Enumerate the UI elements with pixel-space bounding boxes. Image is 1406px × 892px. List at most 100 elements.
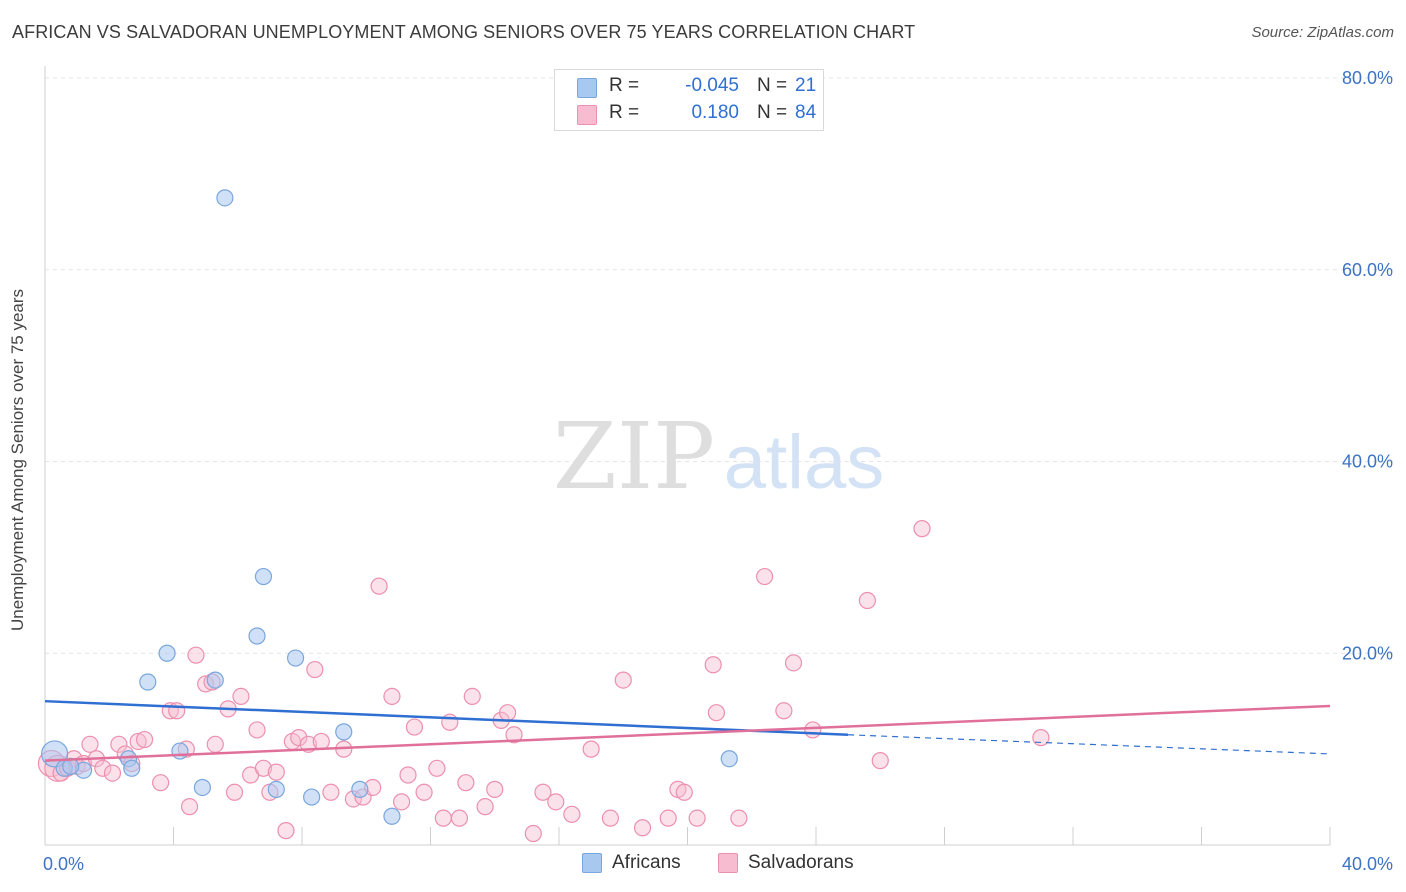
watermark-atlas: atlas: [724, 420, 885, 505]
salvadoran-point: [267, 763, 285, 781]
salvadoran-point: [415, 783, 433, 801]
african-point: [248, 627, 266, 645]
r-value: 0.180: [691, 102, 739, 123]
african-point: [193, 778, 212, 797]
source-label: Source: ZipAtlas.com: [1251, 24, 1394, 41]
african-point: [286, 649, 305, 667]
salvadoran-point: [1032, 729, 1050, 747]
r-label: R =: [609, 75, 640, 96]
tick-labels: 20.0% 40.0% 60.0% 80.0% 0.0% 40.0%: [43, 68, 1393, 874]
salvadoran-point: [383, 687, 401, 705]
african-point: [303, 788, 321, 806]
salvadoran-point: [659, 809, 677, 827]
salvadoran-point: [129, 732, 147, 751]
x-tick-label: 0.0%: [43, 854, 84, 874]
salvadoran-point: [322, 783, 340, 801]
salvadoran-point: [94, 759, 112, 777]
salvadoran-point: [688, 809, 706, 827]
r-value: -0.045: [685, 75, 739, 96]
salvadoran-point: [913, 520, 931, 538]
salvadoran-point: [775, 702, 793, 720]
salvadoran-point: [312, 732, 330, 751]
salvadoran-point: [457, 774, 475, 792]
salvadoran-point: [206, 735, 224, 753]
salvadoran-point: [110, 735, 128, 753]
n-label: N =: [757, 75, 788, 96]
african-point: [158, 644, 176, 662]
salvadoran-point: [405, 718, 424, 736]
salvadoran-point: [152, 774, 170, 792]
african-point: [351, 780, 369, 798]
salvadoran-point: [187, 646, 205, 664]
salvadoran-point: [704, 656, 722, 674]
watermark: ZIP atlas: [553, 403, 884, 510]
salvadoran-point: [614, 671, 632, 689]
y-axis-title: Unemployment Among Seniors over 75 years: [8, 288, 27, 632]
salvadoran-point: [248, 721, 266, 739]
salvadoran-point: [277, 822, 295, 840]
salvadoran-point: [225, 783, 244, 801]
salvadoran-point: [135, 730, 154, 749]
y-tick-label: 80.0%: [1342, 68, 1393, 88]
africans-legend-swatch: [582, 853, 602, 873]
salvadoran-point: [707, 704, 726, 722]
salvadoran-point: [804, 721, 822, 739]
salvadoran-point: [232, 687, 250, 705]
data-points: [37, 189, 1050, 843]
salvadoran-point: [563, 805, 581, 823]
grid-lines: [45, 77, 1395, 654]
watermark-zip: ZIP: [553, 403, 715, 510]
salvadoran-point: [392, 793, 411, 811]
salvadoran-point: [547, 793, 565, 811]
salvadorans-legend-swatch: [718, 853, 738, 873]
salvadoran-point: [582, 740, 600, 758]
salvadoran-point: [463, 687, 481, 705]
africans-trend-line: [44, 699, 849, 736]
salvadoran-point: [486, 780, 504, 798]
salvadoran-point: [370, 577, 388, 595]
salvadoran-point: [871, 752, 889, 770]
correlation-legend: R = -0.045 N = 21 R = 0.180 N = 84: [554, 69, 824, 131]
african-point: [335, 723, 353, 741]
x-tick-label: 40.0%: [1342, 854, 1393, 874]
african-point: [206, 671, 224, 689]
salvadoran-point: [476, 798, 494, 816]
salvadoran-point: [81, 735, 99, 753]
y-tick-label: 60.0%: [1342, 260, 1393, 280]
african-point: [216, 189, 234, 207]
salvadoran-point: [755, 567, 774, 586]
salvadoran-point: [499, 704, 517, 722]
salvadoran-point: [858, 591, 877, 610]
african-point: [123, 759, 141, 777]
n-value: 21: [795, 75, 817, 96]
y-tick-label: 20.0%: [1342, 643, 1393, 663]
axes: [44, 66, 1331, 846]
salvadoran-point: [730, 809, 748, 827]
salvadoran-point: [601, 809, 620, 827]
african-point: [171, 742, 189, 760]
salvadoran-point: [428, 759, 446, 777]
africans-legend-label: Africans: [612, 852, 681, 873]
salvadoran-point: [534, 783, 552, 801]
chart-title: AFRICAN VS SALVADORAN UNEMPLOYMENT AMONG…: [12, 22, 916, 42]
salvadoran-point: [168, 702, 186, 720]
african-point: [720, 750, 738, 768]
salvadoran-point: [434, 809, 452, 827]
n-label: N =: [757, 102, 788, 123]
african-point: [254, 567, 273, 586]
salvadorans-swatch: [577, 105, 597, 125]
african-point: [139, 673, 157, 691]
salvadorans-legend-label: Salvadorans: [748, 852, 854, 873]
africans-trend-extension: [848, 734, 1331, 755]
salvadoran-point: [103, 764, 122, 782]
salvadoran-point: [399, 766, 417, 784]
salvadoran-point: [254, 759, 273, 777]
n-value: 84: [795, 102, 817, 123]
trend-lines: [44, 699, 1331, 762]
salvadoran-point: [505, 726, 523, 744]
salvadoran-point: [675, 783, 693, 801]
salvadoran-point: [784, 654, 803, 672]
salvadoran-point: [306, 660, 324, 679]
african-point: [267, 780, 285, 798]
